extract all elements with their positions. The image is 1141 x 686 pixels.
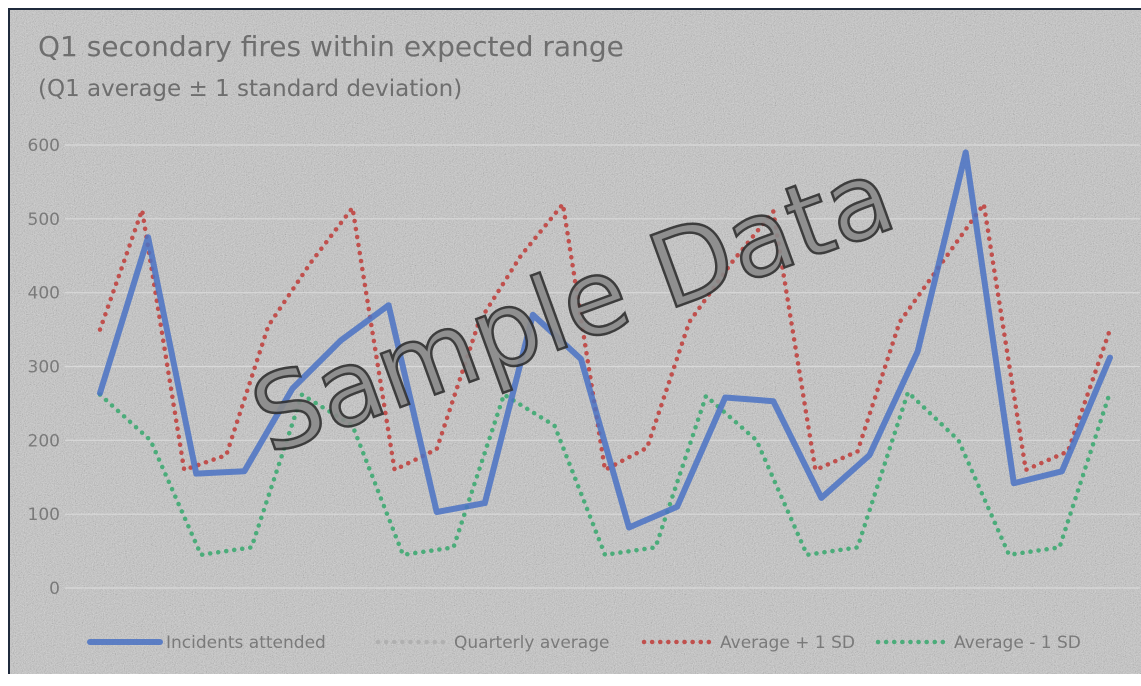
legend-label-3: Average - 1 SD: [954, 633, 1081, 653]
series-line-0: [97, 149, 1113, 531]
y-axis-ticks: 0 100 200 300 400 500 600: [28, 136, 60, 599]
legend-label-2: Average + 1 SD: [720, 633, 855, 653]
y-tick-label: 600: [28, 136, 60, 156]
legend: Incidents attended Quarterly average Avera…: [87, 633, 1081, 653]
noise-background: [10, 10, 1141, 674]
series-lines: [97, 149, 1113, 558]
legend-label-1: Quarterly average: [454, 633, 609, 653]
chart-title: Q1 secondary fires within expected range: [38, 30, 624, 63]
chart-frame: Q1 secondary fires within expected range…: [8, 8, 1141, 674]
y-tick-label: 100: [28, 505, 60, 525]
y-tick-label: 0: [49, 579, 60, 599]
y-tick-label: 300: [28, 358, 60, 378]
y-tick-label: 500: [28, 210, 60, 230]
legend-label-0: Incidents attended: [166, 633, 326, 653]
series-line-3: [97, 390, 1113, 558]
chart: Q1 secondary fires within expected range…: [28, 30, 1140, 653]
y-tick-label: 200: [28, 431, 60, 451]
chart-subtitle: (Q1 average ± 1 standard deviation): [38, 76, 462, 102]
y-tick-label: 400: [28, 284, 60, 304]
gridlines: [65, 144, 1140, 589]
